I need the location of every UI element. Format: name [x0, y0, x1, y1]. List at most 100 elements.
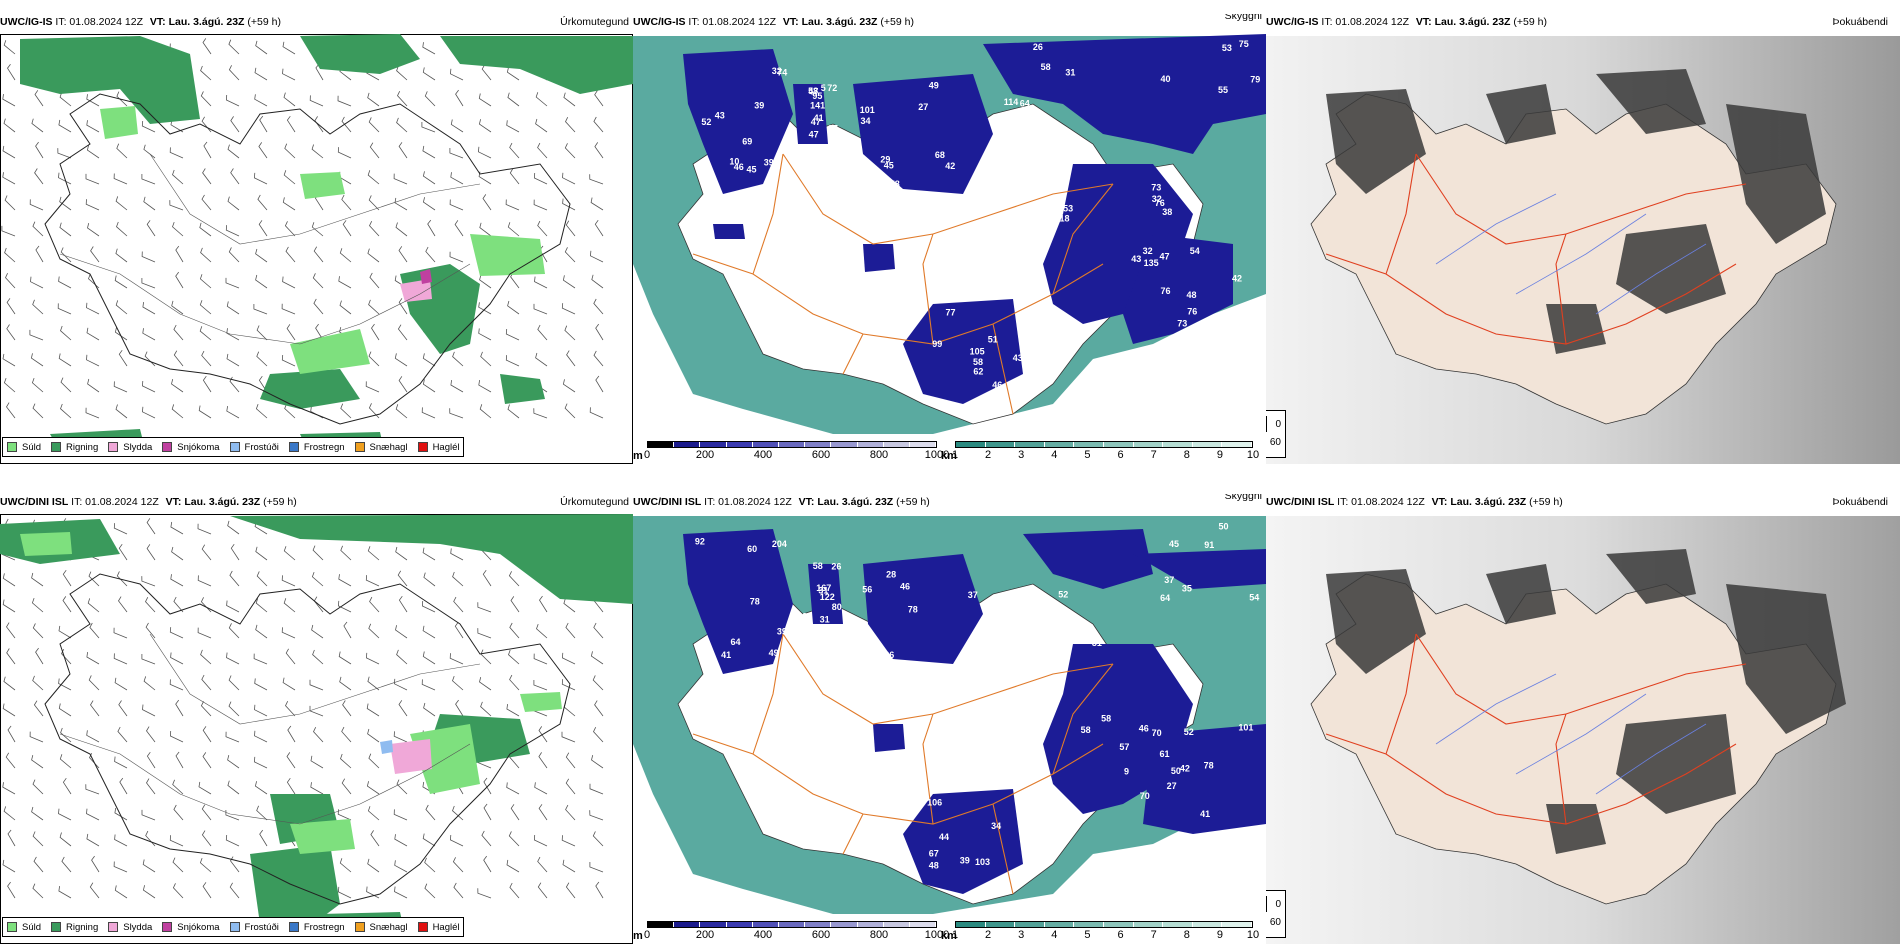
- legend-swatch: [108, 922, 119, 932]
- precip-legend-item: Rigning: [51, 922, 98, 933]
- scale-segment: [700, 922, 727, 927]
- wind-barb: [533, 303, 548, 315]
- wind-barb: [285, 246, 296, 263]
- scale-segment: [956, 442, 986, 447]
- height-scale: 0 200 400 600 800 1000 m: [633, 441, 949, 462]
- legend-swatch: [229, 922, 240, 932]
- fog-legend-swatch: [1266, 416, 1268, 432]
- wind-barb: [507, 92, 520, 107]
- wind-barb: [253, 172, 268, 185]
- wind-barb: [116, 143, 128, 159]
- wind-barb: [227, 755, 240, 769]
- legend-label: Rigning: [66, 921, 99, 933]
- wind-barb: [33, 700, 44, 717]
- wind-barb: [535, 352, 548, 367]
- wind-barb: [91, 855, 100, 873]
- wind-barb: [255, 546, 268, 561]
- river-network: [1435, 673, 1707, 795]
- wind-barb: [203, 141, 212, 159]
- wind-barb: [565, 622, 576, 639]
- wind-barb: [6, 298, 16, 315]
- wind-barb: [200, 91, 212, 107]
- wind-barb: [172, 857, 184, 873]
- wind-barb: [173, 324, 184, 341]
- wind-barb: [589, 783, 604, 795]
- road-network: [1325, 633, 1747, 825]
- wind-barb: [170, 521, 184, 535]
- wind-barb: [449, 199, 464, 211]
- cloud-base-label: 101: [1238, 723, 1253, 733]
- cloud-base-label: 74: [777, 67, 787, 77]
- wind-barb: [197, 523, 212, 535]
- wind-barb: [565, 804, 576, 821]
- wind-barb: [479, 677, 492, 691]
- precip-map[interactable]: [0, 14, 633, 464]
- wind-barb: [311, 222, 324, 237]
- valid-time: Lau. 3.ágú. 23Z: [801, 16, 878, 28]
- fog-map[interactable]: [1266, 14, 1900, 464]
- panel-header: UWC/IG-IS IT: 01.08.2024 12Z VT: Lau. 3.…: [1266, 14, 1900, 30]
- cloud-base-label: 37: [968, 590, 978, 600]
- wind-barb: [505, 199, 520, 211]
- cloud-base-label: 76: [1160, 286, 1170, 296]
- wind-barb: [171, 546, 184, 561]
- cloud-base-label: 64: [1020, 98, 1030, 108]
- wind-barb: [114, 756, 128, 769]
- wind-barb: [510, 804, 520, 821]
- wind-barb: [422, 833, 436, 847]
- scale-tick-label: 6: [1117, 929, 1124, 941]
- wind-barb: [367, 546, 380, 561]
- wind-barb: [339, 858, 352, 873]
- wind-barb: [561, 835, 576, 847]
- fog-legend-row: 60: [1266, 913, 1281, 931]
- wind-barb: [533, 834, 548, 847]
- wind-barb: [85, 407, 100, 419]
- scale-tick-label: 3: [1018, 449, 1025, 461]
- wind-barb: [255, 624, 268, 639]
- cloud-base-label: 35: [1182, 584, 1192, 594]
- wind-barb: [505, 328, 520, 341]
- precip-map[interactable]: [0, 494, 633, 944]
- wind-barb: [60, 247, 72, 263]
- wind-barb: [367, 728, 380, 743]
- scale-tick-label: 9: [1216, 449, 1223, 461]
- cloud-base-label: 42: [945, 161, 955, 171]
- wind-barb: [258, 142, 268, 159]
- cloud-base-label: 45: [884, 160, 894, 170]
- wind-barb: [118, 700, 128, 717]
- scale-segment: [805, 922, 832, 927]
- fog-map[interactable]: [1266, 494, 1900, 944]
- cloud-base-label: 42: [1232, 273, 1242, 283]
- cloud-base-label: 51: [988, 335, 998, 345]
- wind-barb: [479, 404, 492, 419]
- cloud-base-label: 54: [1190, 246, 1200, 256]
- cloud-base-label: 106: [927, 797, 942, 807]
- wind-barb: [228, 701, 240, 717]
- cloud-base-label: 64: [1160, 593, 1170, 603]
- wind-barb: [367, 676, 380, 691]
- wind-barb: [169, 147, 184, 159]
- wind-barb: [421, 122, 436, 133]
- init-time: IT: 01.08.2024 12Z: [71, 496, 159, 508]
- cloud-base-label: 33: [802, 612, 812, 622]
- wind-barb: [226, 600, 240, 613]
- wind-barb: [534, 276, 548, 289]
- scale-bar: [955, 921, 1253, 928]
- fog-legend-label: 60: [1269, 436, 1281, 448]
- wind-barb: [533, 680, 548, 691]
- wind-barb: [368, 753, 380, 769]
- wind-barb: [341, 194, 352, 211]
- wind-barb: [2, 599, 16, 613]
- scale-segment: [1074, 922, 1104, 927]
- wind-barb: [564, 247, 576, 263]
- wind-barb: [169, 200, 184, 211]
- legend-swatch: [288, 922, 299, 932]
- scale-tick-label: 2: [985, 449, 992, 461]
- wind-barb: [285, 701, 296, 717]
- wind-barb: [480, 351, 492, 367]
- scale-tick-label: 0: [643, 449, 651, 461]
- cloud-base-label: 41: [814, 113, 824, 123]
- wind-barb: [368, 117, 380, 133]
